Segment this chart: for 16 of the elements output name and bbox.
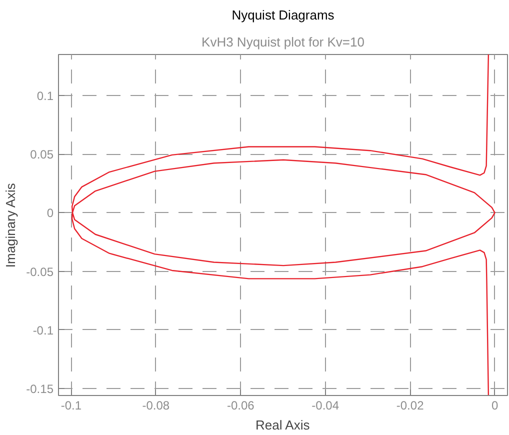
y-tick-label: -0.1: [32, 323, 54, 338]
x-tick-label: -0.08: [142, 398, 170, 412]
y-tick-label: 0: [46, 206, 54, 220]
y-tick-label: 0.05: [30, 148, 54, 162]
x-tick-label: -0.1: [60, 398, 82, 412]
x-tick-label: 0: [491, 398, 498, 412]
x-tick-label: -0.02: [396, 398, 424, 412]
x-axis-title: Real Axis: [256, 418, 310, 432]
y-tick-label: -0.15: [26, 382, 54, 396]
x-tick-label: -0.04: [312, 398, 340, 412]
x-tick-label: -0.06: [226, 398, 255, 412]
y-axis-title: Imaginary Axis: [3, 182, 18, 268]
chart-subtitle: KvH3 Nyquist plot for Kv=10: [202, 34, 364, 50]
y-tick-label: -0.05: [26, 264, 54, 279]
y-tick-label: 0.1: [36, 89, 54, 104]
chart-title: Nyquist Diagrams: [232, 8, 335, 22]
